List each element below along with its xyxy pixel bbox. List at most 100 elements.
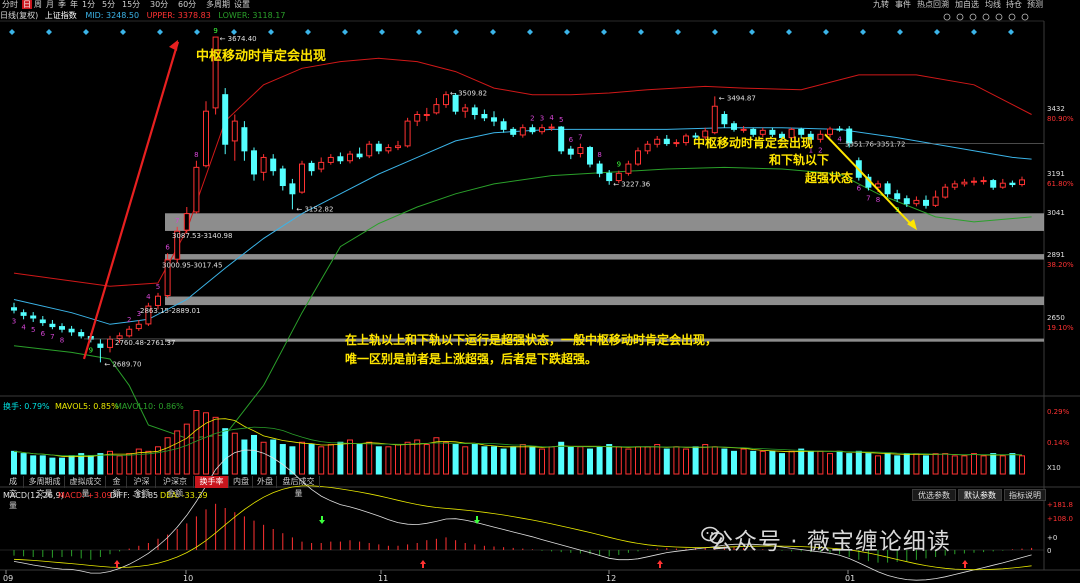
candle-body	[654, 138, 661, 145]
macd-legend-dea: DEA: -33.39	[160, 491, 208, 500]
turnover-bar	[481, 446, 488, 475]
lower-band-line	[13, 166, 1032, 439]
indicator-tab-6[interactable]: 换手率	[195, 476, 229, 488]
candle-body	[903, 198, 910, 205]
timeframe-11[interactable]: 多周期	[206, 0, 230, 9]
timeframe-2[interactable]: 周	[34, 0, 42, 9]
annotation-right-line1: 中枢移动时肯定会出现	[693, 135, 813, 150]
event-marker-icon	[231, 29, 237, 35]
candle-body	[596, 163, 603, 174]
candle-body	[183, 213, 190, 231]
indicator-tab-2[interactable]: 虚拟成交量	[66, 476, 106, 498]
toolbar-right-2[interactable]: 热点回溯	[917, 0, 949, 9]
candle-body	[462, 107, 469, 112]
event-marker-icon	[934, 29, 940, 35]
turnover-axis-0: 0.29%	[1047, 408, 1070, 416]
turnover-bar	[980, 455, 987, 475]
toolbar-right-1[interactable]: 事件	[895, 0, 911, 9]
turnover-bar	[923, 455, 929, 475]
yellow-arrow-head	[907, 219, 917, 231]
event-marker-icon	[823, 29, 829, 35]
turnover-bar	[692, 446, 699, 475]
timeframe-0[interactable]: 分时	[2, 0, 18, 9]
nine-count-label: 8	[60, 337, 64, 345]
turnover-bar	[759, 450, 766, 475]
toolbar-right-3[interactable]: 加自选	[955, 0, 979, 9]
indicator-tab-8[interactable]: 外盘	[254, 476, 277, 488]
turnover-bar	[558, 441, 565, 475]
candle-body	[366, 143, 373, 157]
turnover-bar	[836, 450, 843, 475]
turnover-bar	[644, 446, 651, 475]
turnover-bar	[740, 448, 747, 475]
turnover-bar	[433, 437, 440, 475]
turnover-bar	[452, 444, 459, 475]
indicator-tab-7[interactable]: 内盘	[230, 476, 253, 488]
turnover-bar	[903, 453, 910, 475]
chart-name: 日线(复权)	[0, 11, 39, 20]
pivot-zone-3	[165, 338, 1044, 342]
date-label-3: 12	[606, 574, 616, 583]
indicator-tab-5[interactable]: 沪深京金额	[157, 476, 194, 498]
candle-body	[519, 127, 526, 136]
timeframe-4[interactable]: 季	[58, 0, 66, 9]
timeframe-1[interactable]: 日	[22, 0, 32, 9]
candle-body	[174, 230, 181, 260]
candle-body	[30, 315, 37, 319]
timeframe-5[interactable]: 年	[70, 0, 78, 9]
param-button-0[interactable]: 优选参数	[912, 489, 956, 501]
timeframe-10[interactable]: 60分	[178, 0, 197, 9]
turnover-bar	[635, 446, 641, 475]
candle-body	[116, 335, 123, 339]
nine-count-label: 5	[31, 326, 35, 334]
nine-count-label: 7	[50, 333, 54, 341]
right-axis-label-8: 19.10%	[1047, 324, 1074, 332]
turnover-bar	[1019, 455, 1025, 475]
turnover-bar	[491, 446, 497, 475]
toolbar-right-0[interactable]: 九转	[873, 0, 889, 9]
candle-body	[260, 156, 267, 173]
candle-body	[39, 319, 46, 324]
param-button-2[interactable]: 指标说明	[1004, 489, 1046, 501]
indicator-tab-0[interactable]: 成交量	[3, 476, 24, 510]
turnover-bar	[788, 450, 795, 475]
turnover-bar	[731, 450, 737, 475]
param-button-1[interactable]: 默认参数	[958, 489, 1002, 501]
turnover-legend-ma10: MAVOL10: 0.86%	[115, 402, 184, 411]
index-name[interactable]: 上证指数	[44, 11, 77, 20]
indicator-tab-4[interactable]: 沪深金额	[128, 476, 156, 498]
turnover-bar	[711, 446, 718, 475]
indicator-tab-1[interactable]: 多周期成交量	[25, 476, 65, 498]
indicator-tab-3[interactable]: 金额	[107, 476, 127, 498]
timeframe-7[interactable]: 5分	[102, 0, 116, 9]
indicator-tab-9[interactable]: 盘后成交量	[278, 476, 320, 498]
timeframe-6[interactable]: 1分	[82, 0, 96, 9]
lower-value: LOWER: 3118.17	[218, 11, 286, 20]
candle-body	[347, 153, 353, 162]
timeframe-8[interactable]: 15分	[122, 0, 141, 9]
macd-signal-arrow-icon	[114, 560, 120, 568]
candle-body	[1009, 182, 1016, 186]
toolbar-right-4[interactable]: 均线	[985, 0, 1001, 9]
candle-body	[135, 323, 142, 330]
turnover-bar	[990, 453, 997, 475]
candle-body	[308, 162, 315, 172]
turnover-bar	[318, 446, 325, 475]
date-label-2: 11	[378, 574, 388, 583]
turnover-axis-1: 0.14%	[1047, 439, 1070, 447]
turnover-bar	[155, 446, 161, 475]
annotation-center-line1: 在上轨以上和下轨以下运行是超强状态，一般中枢移动时肯定会出现，	[345, 332, 717, 347]
candle-body	[558, 126, 565, 152]
turnover-bar	[135, 448, 142, 475]
toolbar-right-6[interactable]: 预测	[1027, 0, 1043, 9]
timeframe-9[interactable]: 30分	[150, 0, 169, 9]
turnover-bar	[20, 453, 27, 475]
timeframe-12[interactable]: 设置	[234, 0, 250, 9]
nine-count-label: 6	[569, 136, 574, 144]
candle-body	[548, 126, 555, 129]
candle-body	[155, 295, 161, 306]
timeframe-3[interactable]: 月	[46, 0, 54, 9]
macd-signal-arrow-icon	[962, 560, 968, 568]
nine-count-label: 7	[578, 134, 582, 142]
toolbar-right-5[interactable]: 持仓	[1006, 0, 1022, 9]
